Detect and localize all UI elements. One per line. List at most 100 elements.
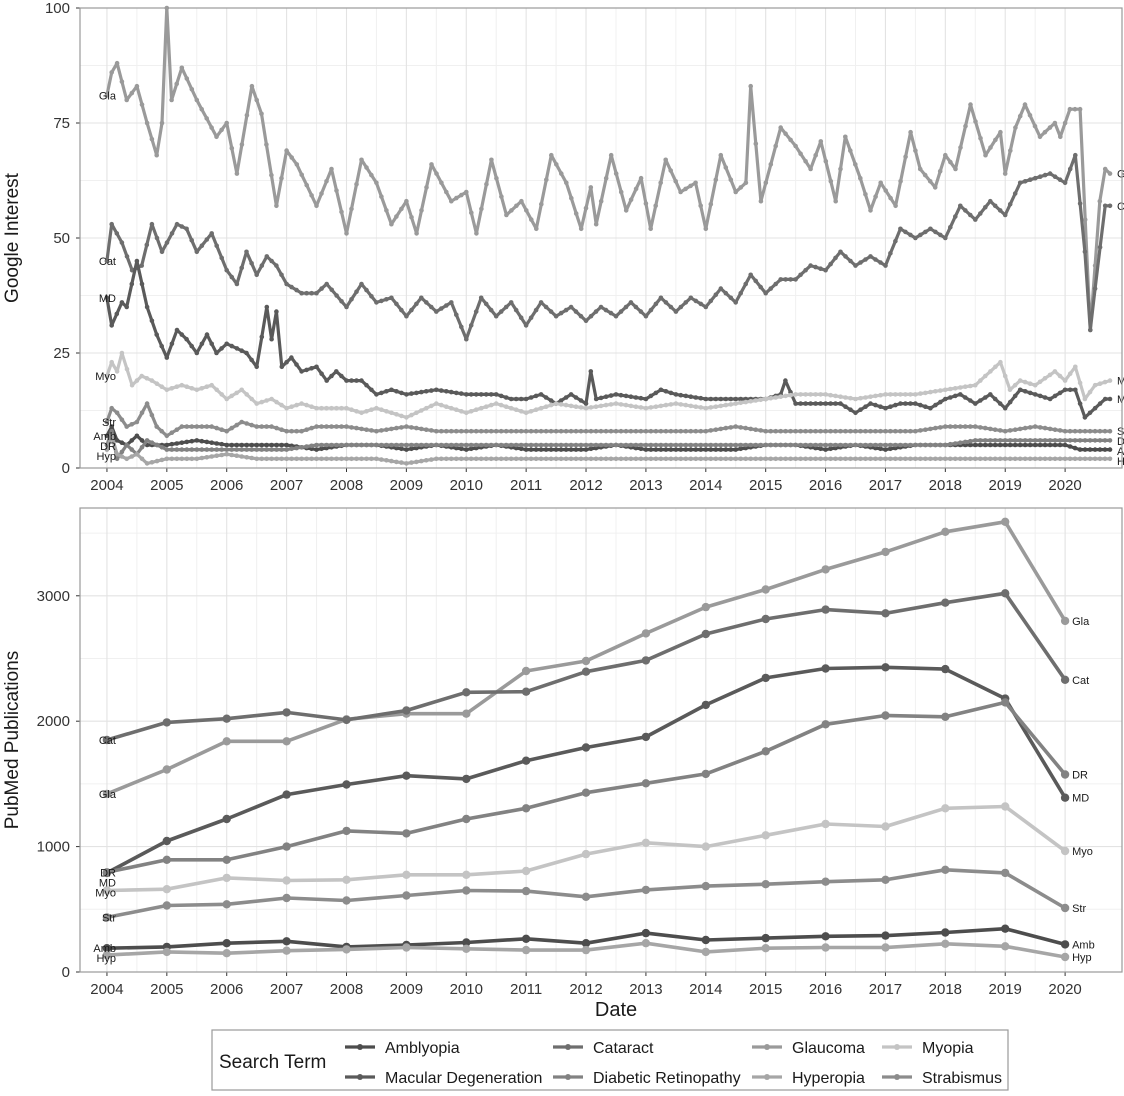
data-point — [728, 177, 734, 182]
data-point — [164, 447, 170, 452]
data-point — [344, 231, 349, 236]
data-point — [973, 382, 978, 388]
data-point — [194, 249, 200, 255]
data-point — [498, 309, 504, 314]
data-point — [359, 442, 364, 448]
data-point — [1002, 442, 1008, 448]
series-end-label: Gla — [1117, 169, 1124, 181]
data-point — [289, 446, 294, 452]
series-end-label: MD — [1117, 394, 1124, 406]
data-point — [1092, 405, 1098, 411]
data-point — [498, 428, 504, 434]
data-point — [384, 427, 389, 433]
data-point — [189, 424, 195, 429]
data-point — [898, 442, 903, 448]
data-point — [394, 214, 399, 219]
data-point — [1087, 410, 1093, 416]
data-point — [521, 687, 531, 696]
data-point — [289, 428, 294, 434]
data-point — [658, 442, 664, 448]
series-start-label: Cat — [99, 735, 116, 747]
data-point — [1107, 378, 1113, 383]
data-point — [389, 426, 394, 432]
data-point — [204, 424, 210, 429]
data-point — [224, 396, 229, 402]
data-point — [394, 412, 399, 417]
data-point — [429, 304, 434, 310]
data-point — [154, 442, 160, 448]
data-point — [399, 460, 404, 465]
data-point — [943, 442, 948, 448]
data-point — [913, 392, 918, 397]
data-point — [204, 455, 210, 460]
data-point — [269, 424, 274, 429]
data-point — [179, 424, 185, 429]
series-start-label: Str — [102, 912, 116, 924]
data-point — [958, 392, 963, 397]
data-point — [928, 226, 933, 232]
data-point — [1072, 456, 1078, 462]
data-point — [339, 424, 344, 429]
data-point — [1072, 438, 1078, 443]
data-point — [733, 442, 738, 448]
data-point — [753, 141, 759, 146]
data-point — [581, 892, 591, 901]
data-point — [683, 186, 688, 192]
data-point — [1073, 387, 1078, 393]
data-point — [863, 395, 868, 400]
data-point — [1072, 445, 1078, 451]
data-point — [184, 424, 190, 429]
x-tick-label: 2005 — [150, 981, 183, 998]
data-point — [761, 747, 770, 756]
data-point — [923, 456, 928, 462]
data-point — [1087, 456, 1093, 462]
data-point — [209, 231, 214, 236]
data-point — [434, 401, 439, 406]
data-point — [498, 456, 504, 462]
legend-key-point — [764, 1074, 770, 1080]
data-point — [409, 412, 414, 418]
data-point — [973, 217, 978, 222]
data-point — [683, 456, 689, 462]
data-point — [893, 428, 898, 434]
data-point — [663, 389, 669, 394]
data-point — [548, 447, 554, 452]
data-point — [239, 265, 244, 271]
data-point — [828, 261, 833, 267]
x-tick-label: 2004 — [90, 981, 123, 998]
data-point — [938, 399, 943, 405]
data-point — [673, 309, 679, 314]
data-point — [1067, 371, 1073, 377]
data-point — [763, 428, 768, 434]
data-point — [309, 425, 314, 431]
data-point — [641, 885, 651, 895]
data-point — [254, 442, 259, 448]
data-point — [768, 456, 773, 462]
data-point — [543, 442, 549, 448]
data-point — [434, 171, 439, 176]
data-point — [521, 886, 531, 896]
data-point — [179, 440, 185, 446]
data-point — [424, 427, 429, 433]
data-point — [593, 309, 599, 314]
data-point — [1042, 438, 1048, 443]
data-point — [668, 168, 673, 173]
data-point — [109, 323, 114, 328]
x-tick-label: 2014 — [689, 981, 722, 998]
data-point — [908, 232, 913, 238]
data-point — [354, 425, 359, 431]
data-point — [803, 392, 808, 397]
data-point — [908, 392, 913, 397]
data-point — [843, 134, 848, 140]
data-point — [114, 60, 120, 66]
data-point — [713, 447, 719, 452]
data-point — [843, 428, 848, 434]
data-point — [543, 447, 549, 452]
x-tick-label: 2019 — [989, 981, 1022, 998]
data-point — [419, 442, 424, 448]
data-point — [838, 456, 843, 462]
legend-key-point — [764, 1044, 770, 1050]
data-point — [988, 426, 993, 432]
data-point — [641, 838, 651, 847]
series-myopia — [104, 350, 1113, 420]
